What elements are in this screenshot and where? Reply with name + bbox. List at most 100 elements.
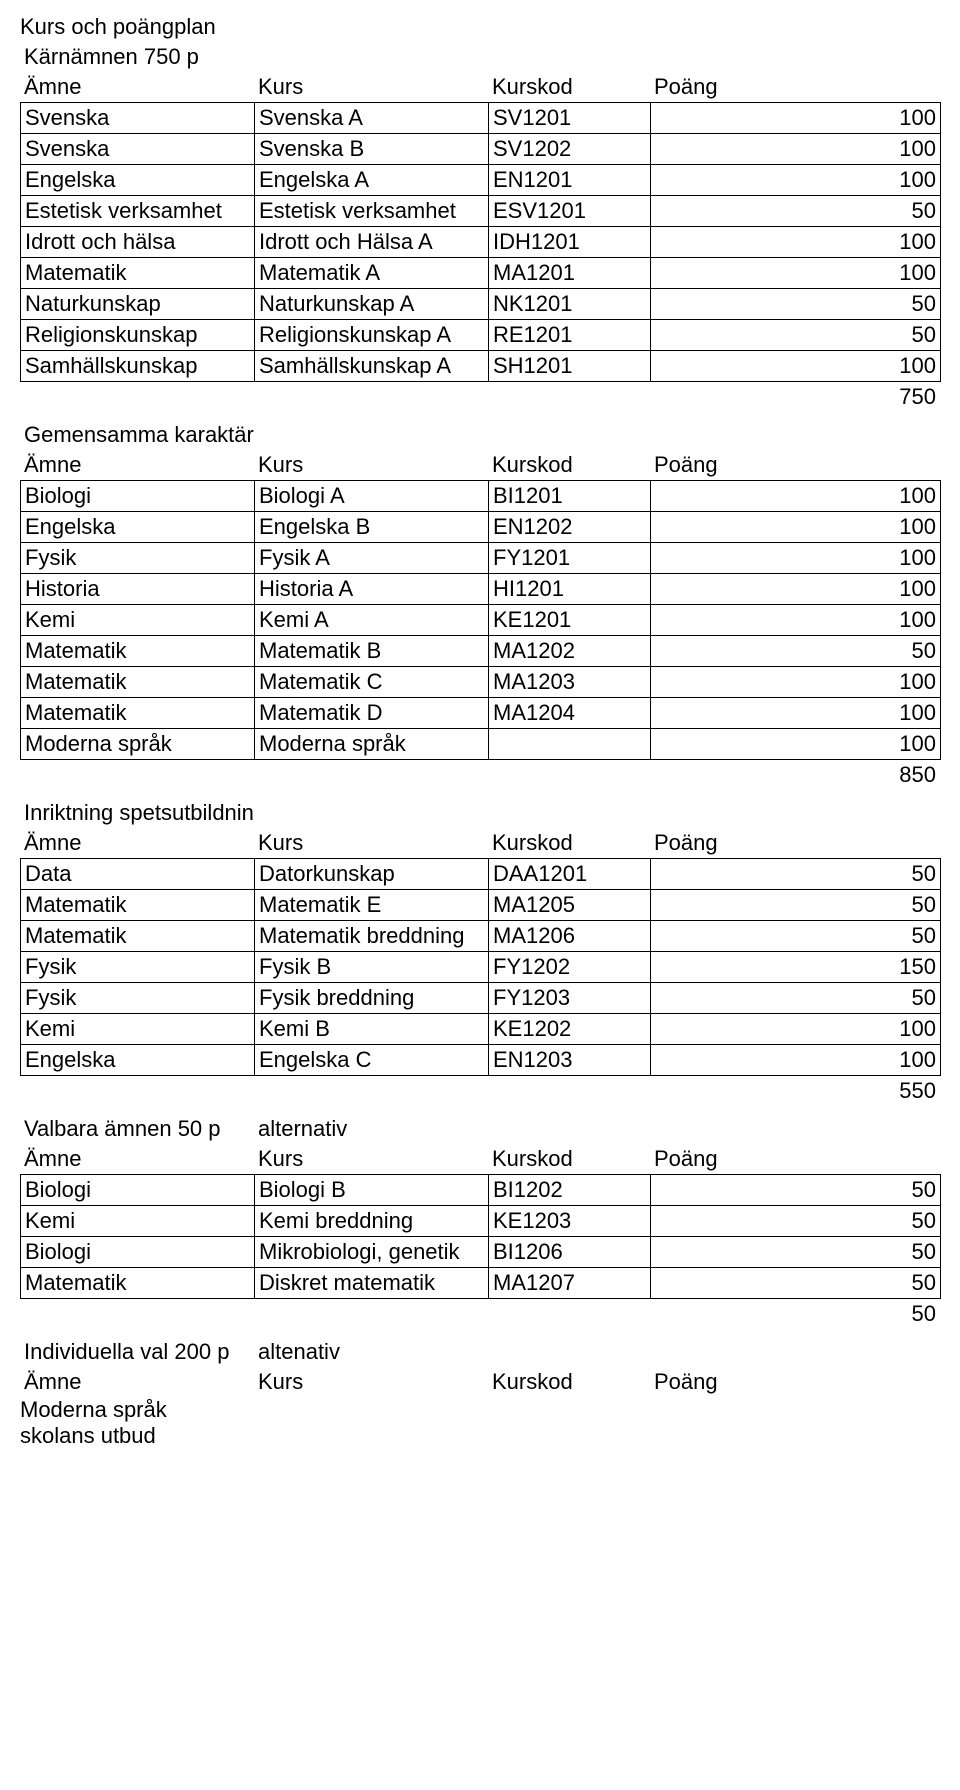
cell-poang: 50 <box>651 921 941 952</box>
cell-amne: Biologi <box>21 481 255 512</box>
cell-poang: 100 <box>651 698 941 729</box>
cell-kurs: Kemi B <box>255 1014 489 1045</box>
cell-amne: Fysik <box>21 983 255 1014</box>
cell-kurskod: IDH1201 <box>489 227 651 258</box>
cell-poang: 100 <box>651 258 941 289</box>
section-title: Gemensamma karaktärsämnen <box>20 420 254 450</box>
cell-kurs: Fysik A <box>255 543 489 574</box>
cell-poang: 100 <box>651 1014 941 1045</box>
col-kurskod: Kurskod <box>488 1367 650 1397</box>
cell-poang: 100 <box>651 1045 941 1076</box>
table-row: Engelska Engelska B EN1202 100 <box>21 512 941 543</box>
col-kurs: Kurs <box>254 450 488 480</box>
cell-kurs: Matematik E <box>255 890 489 921</box>
cell-kurskod: EN1203 <box>489 1045 651 1076</box>
cell-kurskod: MA1205 <box>489 890 651 921</box>
col-kurskod: Kurskod <box>488 1144 650 1174</box>
col-poang: Poäng <box>650 450 940 480</box>
cell-poang: 100 <box>651 667 941 698</box>
cell-amne: Svenska <box>21 134 255 165</box>
cell-amne: Fysik <box>21 952 255 983</box>
cell-poang: 50 <box>651 196 941 227</box>
cell-amne: Engelska <box>21 165 255 196</box>
cell-kurs: Matematik breddning <box>255 921 489 952</box>
cell-poang: 50 <box>651 1268 941 1299</box>
cell-poang: 100 <box>651 165 941 196</box>
table-row: Idrott och hälsa Idrott och Hälsa A IDH1… <box>21 227 941 258</box>
cell-kurs: Kemi breddning <box>255 1206 489 1237</box>
section-header-last: Individuella val 200 p altenativ Ämne Ku… <box>20 1337 940 1397</box>
cell-poang: 50 <box>651 1237 941 1268</box>
table-row: Engelska Engelska C EN1203 100 <box>21 1045 941 1076</box>
cell-kurskod: KE1201 <box>489 605 651 636</box>
cell-kurskod: FY1203 <box>489 983 651 1014</box>
cell-amne: Biologi <box>21 1175 255 1206</box>
cell-amne: Idrott och hälsa <box>21 227 255 258</box>
cell-amne: Kemi <box>21 1014 255 1045</box>
cell-kurskod: RE1201 <box>489 320 651 351</box>
cell-amne: Engelska <box>21 1045 255 1076</box>
cell-kurskod: SV1201 <box>489 103 651 134</box>
table-row: Matematik Matematik B MA1202 50 <box>21 636 941 667</box>
cell-kurs: Religionskunskap A <box>255 320 489 351</box>
cell-kurs: Diskret matematik <box>255 1268 489 1299</box>
section-title-last: Individuella val 200 p <box>20 1337 254 1367</box>
section-title: Valbara ämnen 50 p <box>20 1114 254 1144</box>
page-title: Kurs och poängplan <box>20 12 940 42</box>
cell-amne: Matematik <box>21 667 255 698</box>
cell-poang: 100 <box>651 134 941 165</box>
col-amne: Ämne <box>20 1144 254 1174</box>
cell-kurs: Idrott och Hälsa A <box>255 227 489 258</box>
cell-poang: 50 <box>651 1175 941 1206</box>
cell-amne: Svenska <box>21 103 255 134</box>
table-row: Biologi Mikrobiologi, genetik BI1206 50 <box>21 1237 941 1268</box>
cell-kurs: Samhällskunskap A <box>255 351 489 382</box>
cell-kurs: Svenska B <box>255 134 489 165</box>
col-poang: Poäng <box>650 72 940 102</box>
cell-amne: Naturkunskap <box>21 289 255 320</box>
section-title: Kärnämnen 750 p <box>20 42 254 72</box>
cell-poang: 100 <box>651 512 941 543</box>
cell-poang: 100 <box>651 351 941 382</box>
table-row: Kemi Kemi A KE1201 100 <box>21 605 941 636</box>
cell-poang: 100 <box>651 227 941 258</box>
cell-kurskod: EN1201 <box>489 165 651 196</box>
cell-kurskod: BI1201 <box>489 481 651 512</box>
section-title-extra: alternativ <box>254 1114 488 1144</box>
table-row: Matematik Matematik E MA1205 50 <box>21 890 941 921</box>
cell-kurskod: MA1204 <box>489 698 651 729</box>
cell-amne: Fysik <box>21 543 255 574</box>
cell-poang: 50 <box>651 289 941 320</box>
table-row: Fysik Fysik breddning FY1203 50 <box>21 983 941 1014</box>
cell-kurs: Naturkunskap A <box>255 289 489 320</box>
cell-kurs: Moderna språk <box>255 729 489 760</box>
course-table: Data Datorkunskap DAA1201 50 Matematik M… <box>20 858 941 1076</box>
table-row: Matematik Matematik C MA1203 100 <box>21 667 941 698</box>
table-row: Biologi Biologi B BI1202 50 <box>21 1175 941 1206</box>
cell-kurskod: HI1201 <box>489 574 651 605</box>
cell-amne: Data <box>21 859 255 890</box>
col-amne: Ämne <box>20 1367 254 1397</box>
cell-kurs: Svenska A <box>255 103 489 134</box>
cell-poang: 100 <box>651 543 941 574</box>
cell-kurs: Fysik breddning <box>255 983 489 1014</box>
table-row: Svenska Svenska B SV1202 100 <box>21 134 941 165</box>
cell-amne: Samhällskunskap <box>21 351 255 382</box>
cell-poang: 50 <box>651 320 941 351</box>
section-title-extra <box>254 798 488 828</box>
cell-kurs: Kemi A <box>255 605 489 636</box>
col-kurs: Kurs <box>254 1367 488 1397</box>
cell-amne: Matematik <box>21 921 255 952</box>
cell-kurskod: BI1202 <box>489 1175 651 1206</box>
cell-kurs: Mikrobiologi, genetik <box>255 1237 489 1268</box>
col-poang: Poäng <box>650 1367 940 1397</box>
cell-poang: 50 <box>651 636 941 667</box>
cell-kurskod <box>489 729 651 760</box>
course-table: Biologi Biologi A BI1201 100 Engelska En… <box>20 480 941 760</box>
course-table: Svenska Svenska A SV1201 100 Svenska Sve… <box>20 102 941 382</box>
cell-kurs: Fysik B <box>255 952 489 983</box>
cell-kurskod: FY1201 <box>489 543 651 574</box>
col-kurs: Kurs <box>254 1144 488 1174</box>
cell-poang: 100 <box>651 481 941 512</box>
cell-kurskod: MA1202 <box>489 636 651 667</box>
